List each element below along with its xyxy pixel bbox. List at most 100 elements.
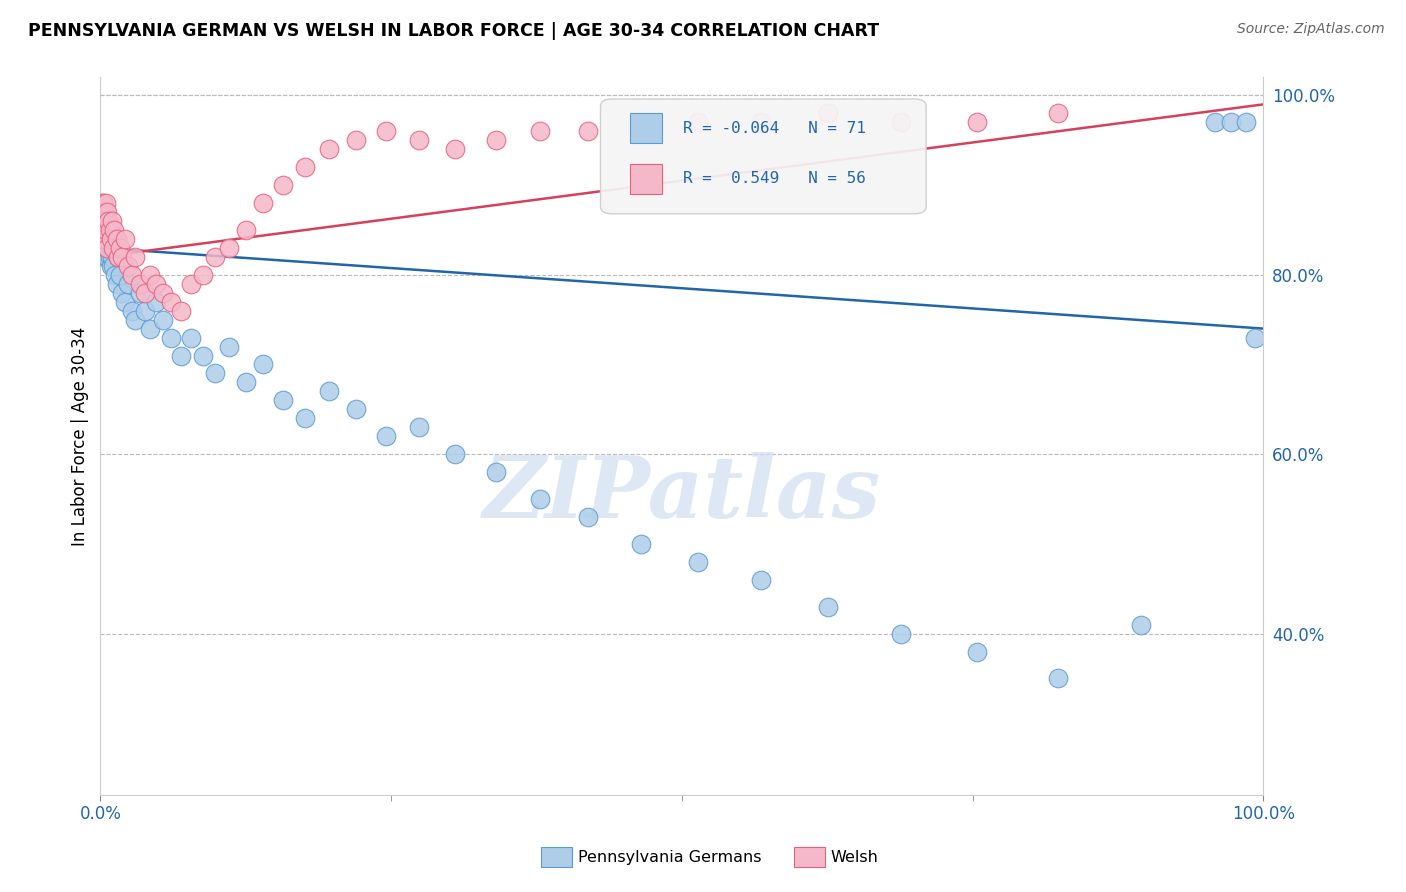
Point — [93, 223, 115, 237]
Point — [96, 232, 118, 246]
Point — [749, 115, 772, 129]
Point — [103, 241, 125, 255]
Point — [91, 232, 114, 246]
Point — [529, 124, 551, 138]
Point — [576, 124, 599, 138]
Point — [252, 196, 274, 211]
Point — [117, 277, 139, 291]
Point — [96, 214, 118, 228]
Point — [98, 250, 121, 264]
Point — [688, 115, 710, 129]
Point — [1046, 106, 1069, 120]
Point — [96, 250, 118, 264]
Point — [94, 214, 117, 228]
Point — [93, 223, 115, 237]
Point — [235, 223, 257, 237]
Point — [94, 232, 117, 246]
Point — [139, 321, 162, 335]
Point — [485, 133, 508, 147]
Text: R =  0.549   N = 56: R = 0.549 N = 56 — [683, 171, 866, 186]
Point — [204, 367, 226, 381]
Point — [318, 384, 340, 399]
Point — [966, 644, 988, 658]
Point — [101, 241, 124, 255]
Point — [375, 124, 398, 138]
Point — [408, 420, 430, 434]
Point — [576, 510, 599, 524]
Point — [111, 250, 134, 264]
Point — [108, 268, 131, 282]
Point — [630, 537, 652, 551]
FancyBboxPatch shape — [630, 113, 662, 144]
Point — [97, 241, 120, 255]
Point — [890, 626, 912, 640]
Point — [145, 277, 167, 291]
Point — [294, 411, 316, 425]
Point — [444, 142, 467, 156]
Point — [98, 232, 121, 246]
Point — [107, 250, 129, 264]
Point — [145, 294, 167, 309]
Point — [294, 160, 316, 174]
Point — [91, 214, 114, 228]
Point — [344, 402, 367, 417]
Point — [96, 223, 118, 237]
Point — [817, 106, 839, 120]
Point — [101, 250, 124, 264]
Point — [100, 232, 122, 246]
Point — [101, 214, 124, 228]
Point — [96, 223, 118, 237]
Point — [1046, 672, 1069, 686]
Point — [105, 277, 128, 291]
Point — [817, 599, 839, 614]
Point — [1130, 617, 1153, 632]
Point — [218, 241, 240, 255]
Point — [94, 232, 117, 246]
Point — [91, 196, 114, 211]
Point — [96, 196, 118, 211]
Point — [100, 259, 122, 273]
Point — [1204, 115, 1226, 129]
Point — [121, 268, 143, 282]
Point — [105, 232, 128, 246]
Point — [93, 241, 115, 255]
Point — [90, 223, 112, 237]
Point — [1219, 115, 1241, 129]
Point — [529, 491, 551, 506]
Point — [94, 214, 117, 228]
Point — [485, 465, 508, 479]
Point — [97, 214, 120, 228]
Text: Source: ZipAtlas.com: Source: ZipAtlas.com — [1237, 22, 1385, 37]
Point — [152, 285, 174, 300]
Point — [630, 115, 652, 129]
Text: PENNSYLVANIA GERMAN VS WELSH IN LABOR FORCE | AGE 30-34 CORRELATION CHART: PENNSYLVANIA GERMAN VS WELSH IN LABOR FO… — [28, 22, 879, 40]
Point — [191, 268, 214, 282]
Point — [107, 250, 129, 264]
Point — [749, 573, 772, 587]
Point — [180, 330, 202, 344]
Point — [318, 142, 340, 156]
Point — [271, 393, 294, 408]
Point — [104, 268, 127, 282]
Point — [114, 232, 136, 246]
Point — [375, 429, 398, 443]
Point — [96, 205, 118, 219]
Point — [128, 285, 150, 300]
Point — [344, 133, 367, 147]
Point — [169, 349, 191, 363]
Point — [117, 259, 139, 273]
Point — [204, 250, 226, 264]
Point — [152, 312, 174, 326]
Point — [96, 241, 118, 255]
Point — [890, 115, 912, 129]
Point — [90, 205, 112, 219]
Point — [111, 285, 134, 300]
Point — [160, 294, 183, 309]
Point — [271, 178, 294, 192]
FancyBboxPatch shape — [630, 163, 662, 194]
Y-axis label: In Labor Force | Age 30-34: In Labor Force | Age 30-34 — [72, 326, 89, 546]
Text: ZIPatlas: ZIPatlas — [482, 452, 882, 535]
Point — [688, 555, 710, 569]
Point — [91, 196, 114, 211]
Point — [1234, 115, 1257, 129]
